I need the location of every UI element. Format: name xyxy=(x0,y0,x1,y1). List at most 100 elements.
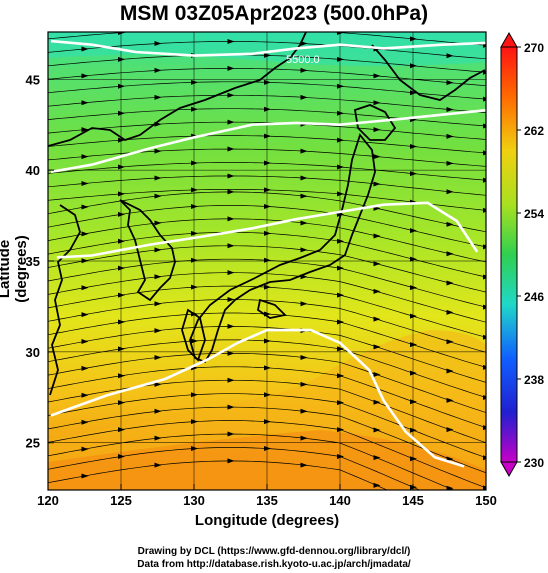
flow-arrow xyxy=(264,392,271,398)
flow-arrow xyxy=(337,265,344,271)
flow-arrow xyxy=(410,399,417,405)
x-axis-label: Longitude (degrees) xyxy=(194,512,340,529)
flow-arrow xyxy=(81,127,89,133)
flow-arrow xyxy=(154,247,162,253)
flow-arrow xyxy=(373,261,381,267)
flow-arrow xyxy=(446,280,454,286)
flow-arrow xyxy=(81,100,89,106)
flow-arrow xyxy=(483,334,486,340)
flow-arrow xyxy=(300,175,308,181)
flow-arrow xyxy=(300,381,308,387)
colorbar-max-arrow xyxy=(500,31,518,48)
flow-arrow xyxy=(81,338,89,344)
flow-arrow xyxy=(373,127,381,133)
china-coast xyxy=(49,204,81,396)
flow-arrow xyxy=(300,435,308,441)
flow-arrow xyxy=(191,257,198,263)
flow-arrow xyxy=(410,256,417,262)
y-tick-label: 30 xyxy=(26,345,40,360)
chart-title: MSM 03Z05Apr2023 (500.0hPa) xyxy=(119,2,429,25)
flow-arrow xyxy=(373,316,381,322)
flow-arrow xyxy=(483,274,486,280)
flow-arrow xyxy=(300,67,308,73)
flow-arrow xyxy=(483,177,486,183)
flow-arrow xyxy=(154,462,162,468)
flow-arrow xyxy=(300,220,308,226)
flow-arrow xyxy=(191,392,198,398)
flow-arrow xyxy=(264,160,271,166)
y-axis-ticks: 25 30 35 40 45 xyxy=(26,72,54,451)
flow-arrow xyxy=(227,146,235,152)
flow-arrow xyxy=(118,292,125,298)
flow-arrow xyxy=(154,301,162,307)
flow-arrow xyxy=(264,365,271,371)
x-tick-label: 120 xyxy=(37,493,59,508)
flow-arrow xyxy=(373,372,381,378)
flow-arrow xyxy=(410,427,417,433)
flow-arrow xyxy=(81,204,89,210)
flow-arrow xyxy=(81,46,89,52)
x-tick-label: 150 xyxy=(475,493,497,508)
flow-arrow xyxy=(337,32,344,35)
flow-arrow xyxy=(446,189,454,195)
flow-arrow xyxy=(483,123,486,129)
flow-arrow xyxy=(300,148,308,154)
flow-arrow xyxy=(154,193,162,199)
height-contour xyxy=(50,39,486,57)
flow-arrow xyxy=(191,446,198,452)
flow-arrow xyxy=(191,187,198,193)
x-tick-label: 135 xyxy=(256,493,278,508)
flow-arrow xyxy=(154,67,162,73)
flow-arrow xyxy=(191,284,198,290)
flow-arrow xyxy=(446,309,454,315)
x-tick-label: 125 xyxy=(110,493,132,508)
flow-arrow xyxy=(446,133,454,139)
flow-arrow xyxy=(483,150,486,156)
flow-arrow xyxy=(373,181,381,187)
flow-arrow xyxy=(154,94,162,100)
flow-arrow xyxy=(227,38,235,44)
flow-arrow xyxy=(410,456,417,462)
colorbar-tick-label: 262 xyxy=(524,124,544,138)
flow-arrow xyxy=(300,462,308,468)
y-tick-label: 40 xyxy=(26,163,40,178)
flow-arrow xyxy=(154,381,162,387)
flow-arrow xyxy=(410,313,417,319)
flow-arrow xyxy=(300,274,308,280)
flow-arrow xyxy=(227,65,235,71)
flow-arrow xyxy=(446,397,454,403)
flow-arrow xyxy=(483,69,486,75)
flow-arrow xyxy=(154,354,162,360)
flow-arrow xyxy=(373,233,381,239)
flow-arrow xyxy=(118,319,125,325)
flow-arrow xyxy=(191,160,198,166)
flow-arrow xyxy=(81,231,89,237)
flow-arrow xyxy=(264,284,271,290)
x-tick-label: 140 xyxy=(329,493,351,508)
flow-arrow xyxy=(191,79,198,85)
flow-arrow xyxy=(154,41,162,47)
flow-arrow xyxy=(337,238,344,244)
flow-arrow xyxy=(81,180,89,186)
flow-arrow xyxy=(264,203,271,209)
flow-arrow xyxy=(483,96,486,102)
x-tick-label: 130 xyxy=(183,493,205,508)
flow-arrow xyxy=(337,346,344,352)
flow-arrow xyxy=(337,292,344,298)
flow-arrow xyxy=(227,270,235,276)
colorbar-tick-label: 230 xyxy=(524,456,544,470)
flow-arrow xyxy=(191,106,198,112)
flow-arrow xyxy=(227,92,235,98)
flow-arrow xyxy=(300,94,308,100)
flow-arrow xyxy=(337,453,344,459)
flow-arrow xyxy=(154,435,162,441)
flow-arrow xyxy=(81,473,89,479)
flow-arrow xyxy=(81,392,89,398)
lat-lon-grid xyxy=(48,32,486,490)
flow-arrow xyxy=(337,400,344,406)
flow-arrow xyxy=(118,346,125,352)
flow-arrow xyxy=(300,408,308,414)
colorbar-min-arrow xyxy=(500,461,518,478)
flow-arrow xyxy=(118,400,125,406)
flow-arrow xyxy=(446,80,454,86)
